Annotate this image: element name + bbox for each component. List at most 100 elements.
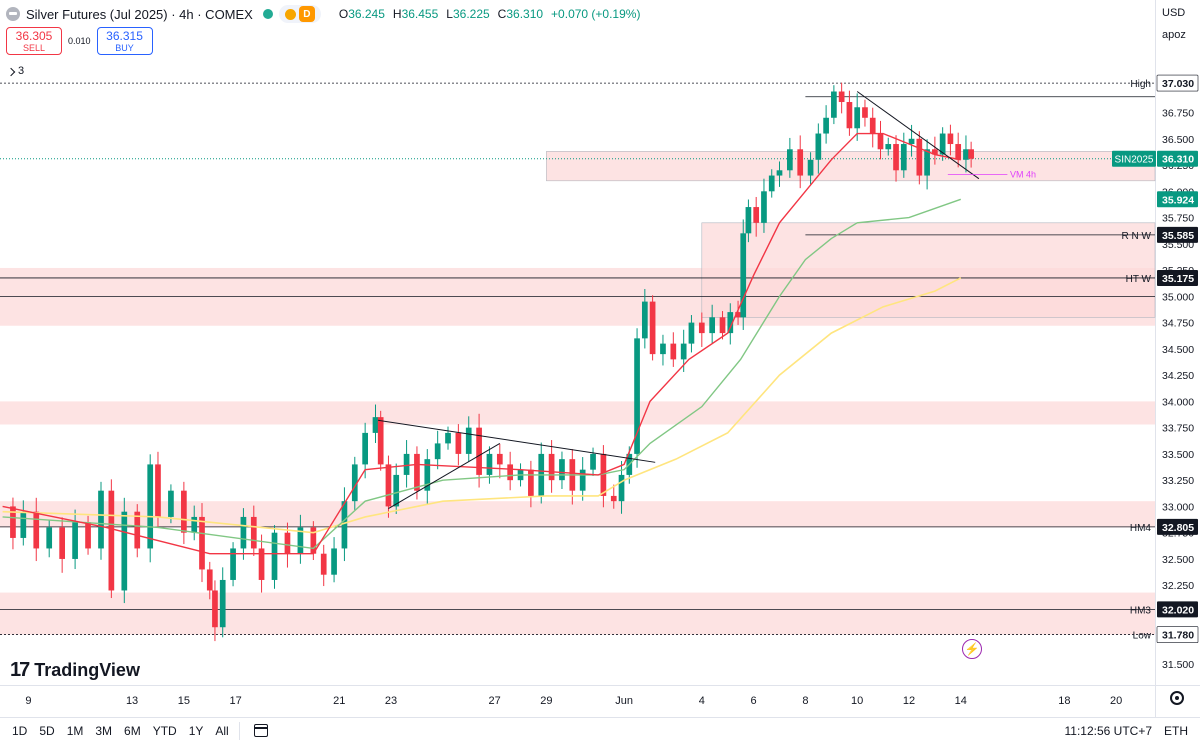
range-6m[interactable]: 6M — [124, 723, 141, 738]
candle-body-86 — [846, 102, 853, 129]
candle-body-71 — [727, 312, 734, 334]
candle-body-67 — [688, 322, 695, 344]
price-tag-1: 36.310 — [1162, 154, 1194, 166]
candle-body-47 — [496, 453, 503, 465]
candle-body-6 — [72, 522, 78, 559]
level-label-2: R N W — [1122, 231, 1152, 242]
sell-button[interactable]: 36.305 SELL — [6, 27, 62, 55]
candle-body-93 — [900, 144, 907, 171]
time-label-10: 6 — [751, 695, 757, 707]
bottom-toolbar: 1D 5D 1M 3M 6M YTD 1Y All 11:12:56 UTC+7… — [0, 717, 1200, 743]
candle-body-53 — [559, 459, 565, 481]
candle-body-75 — [753, 207, 760, 223]
candle-body-29 — [320, 553, 327, 575]
ema-fast-line — [2, 132, 961, 555]
candle-body-40 — [424, 459, 431, 491]
candle-body-84 — [831, 91, 837, 118]
range-all[interactable]: All — [215, 723, 229, 738]
symbol-title[interactable]: Silver Futures (Jul 2025) · 4h · COMEX — [26, 6, 253, 22]
price-tick-0: 31.500 — [1162, 659, 1194, 671]
price-tag-bg-7 — [1156, 626, 1199, 643]
time-label-7: 29 — [540, 695, 552, 707]
candle-body-45 — [476, 427, 482, 475]
price-tag-bg-1 — [1157, 150, 1198, 167]
ohlc-low: L36.225 — [446, 7, 490, 21]
candle-body-92 — [893, 144, 899, 171]
candle-body-48 — [507, 464, 514, 481]
clock-time[interactable]: 11:12:56 UTC+7 — [1064, 723, 1153, 738]
level-label-3: HT W — [1126, 274, 1152, 285]
range-1d[interactable]: 1D — [12, 723, 28, 738]
price-tag-bg-2 — [1157, 191, 1198, 208]
candle-body-57 — [600, 453, 607, 496]
candle-body-81 — [807, 159, 814, 176]
candle-body-26 — [284, 532, 291, 554]
range-1y[interactable]: 1Y — [188, 723, 204, 738]
time-label-14: 14 — [955, 695, 967, 707]
candle-body-69 — [709, 317, 716, 334]
time-label-16: 20 — [1110, 695, 1122, 707]
level-label-6: HM3 — [1130, 605, 1152, 616]
symbol-tag-bg — [1112, 150, 1156, 167]
market-open-dot-icon — [262, 9, 273, 19]
range-selector: 1D 5D 1M 3M 6M YTD 1Y All — [12, 724, 229, 738]
candle-body-28 — [310, 527, 317, 554]
candle-body-24 — [258, 548, 265, 580]
candle-body-70 — [719, 317, 726, 334]
range-ytd[interactable]: YTD — [152, 723, 177, 738]
candle-body-9 — [108, 490, 115, 591]
candle-body-30 — [331, 548, 337, 575]
candle-body-15 — [181, 490, 187, 533]
session-toggle[interactable]: ETH — [1164, 723, 1188, 738]
scale-mode[interactable]: apoz — [1162, 29, 1186, 41]
gear-icon[interactable] — [1170, 691, 1184, 705]
candle-body-78 — [776, 170, 783, 176]
flags-pill[interactable]: D — [278, 5, 321, 23]
candle-body-95 — [916, 138, 923, 176]
indicators-toggle[interactable]: 3 — [6, 65, 25, 77]
price-tag-5: 32.805 — [1162, 522, 1194, 534]
coin-icon — [284, 8, 296, 20]
candle-body-85 — [838, 91, 845, 103]
level-label-5: HM4 — [1130, 523, 1152, 534]
price-tag-0: 37.030 — [1162, 78, 1194, 90]
tradingview-logo-icon: 17 — [10, 659, 30, 681]
range-5d[interactable]: 5D — [39, 723, 55, 738]
candle-body-43 — [455, 432, 462, 454]
candle-body-82 — [815, 133, 822, 160]
candle-body-36 — [385, 464, 392, 507]
currency-selector[interactable]: USD — [1162, 7, 1186, 19]
trendline-1 — [388, 442, 501, 509]
candle-body-97 — [932, 149, 938, 155]
price-tag-7: 31.780 — [1162, 630, 1194, 642]
candle-body-68 — [698, 322, 705, 334]
candle-body-19 — [212, 590, 218, 628]
range-3m[interactable]: 3M — [95, 723, 113, 738]
candle-body-91 — [885, 144, 892, 150]
indicator-count: 3 — [18, 65, 25, 77]
candle-body-63 — [649, 301, 656, 355]
ohlc-values: O36.245 H36.455 L36.225 C36.310 +0.070 (… — [339, 7, 641, 21]
candle-body-14 — [168, 490, 174, 517]
range-1m[interactable]: 1M — [66, 723, 84, 738]
price-tick-7: 33.250 — [1162, 475, 1194, 487]
zone-3 — [0, 592, 1155, 635]
candle-body-102 — [968, 149, 974, 159]
time-label-15: 18 — [1058, 695, 1070, 707]
price-tick-3: 32.250 — [1162, 580, 1194, 592]
calendar-icon[interactable] — [253, 724, 268, 737]
candle-body-90 — [877, 133, 884, 150]
price-tag-bg-4 — [1157, 269, 1198, 286]
lightning-icon[interactable]: ⚡ — [962, 639, 982, 659]
symbol-legend[interactable]: Silver Futures (Jul 2025) · 4h · COMEX D… — [6, 5, 640, 23]
candle-body-8 — [98, 490, 104, 549]
price-tick-13: 34.750 — [1162, 318, 1194, 330]
candle-body-77 — [768, 175, 775, 192]
candle-body-25 — [271, 532, 278, 580]
candle-body-76 — [761, 191, 767, 223]
buy-button[interactable]: 36.315 BUY — [96, 27, 153, 55]
candle-body-34 — [372, 417, 379, 433]
candle-body-80 — [797, 149, 804, 176]
time-label-9: 4 — [699, 695, 705, 707]
